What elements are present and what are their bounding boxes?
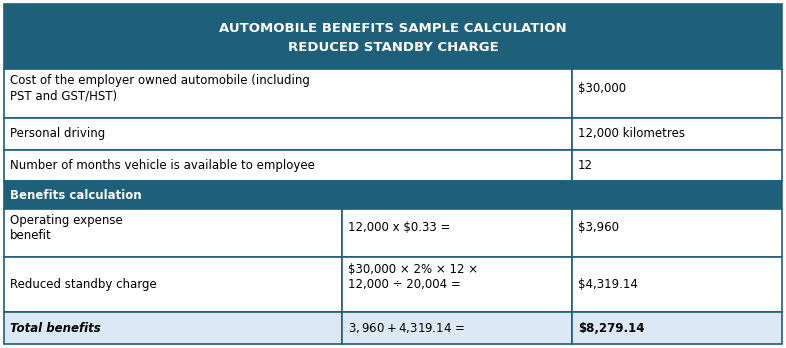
Text: Cost of the employer owned automobile (including
PST and GST/HST): Cost of the employer owned automobile (i… [10,74,310,102]
Bar [343,209,572,258]
Text: Personal driving: Personal driving [10,127,105,140]
Bar [4,150,572,181]
Bar [4,4,782,70]
Text: REDUCED STANDBY CHARGE: REDUCED STANDBY CHARGE [288,41,498,54]
Bar [572,312,782,344]
Text: $3,960: $3,960 [578,221,619,234]
Text: $8,279.14: $8,279.14 [578,322,645,335]
Text: Reduced standby charge: Reduced standby charge [10,278,156,291]
Bar [4,209,343,258]
Bar [572,209,782,258]
Text: Operating expense
benefit: Operating expense benefit [10,214,123,242]
Text: Total benefits: Total benefits [10,322,101,335]
Text: $3,960 + $4,319.14 =: $3,960 + $4,319.14 = [348,321,465,335]
Bar [343,258,572,312]
Bar [4,70,572,118]
Bar [572,70,782,118]
Text: 12: 12 [578,159,593,172]
Text: AUTOMOBILE BENEFITS SAMPLE CALCULATION: AUTOMOBILE BENEFITS SAMPLE CALCULATION [219,22,567,35]
Bar [4,181,782,209]
Text: 12,000 kilometres: 12,000 kilometres [578,127,685,140]
Bar [572,118,782,150]
Text: 12,000 x $0.33 =: 12,000 x $0.33 = [348,221,451,234]
Bar [572,150,782,181]
Text: $30,000 × 2% × 12 ×
12,000 ÷ 20,004 =: $30,000 × 2% × 12 × 12,000 ÷ 20,004 = [348,263,479,291]
Bar [4,118,572,150]
Text: Number of months vehicle is available to employee: Number of months vehicle is available to… [10,159,315,172]
Text: $30,000: $30,000 [578,82,626,95]
Bar [572,258,782,312]
Bar [4,312,343,344]
Text: Benefits calculation: Benefits calculation [10,189,141,201]
Bar [4,258,343,312]
Bar [343,312,572,344]
Text: $4,319.14: $4,319.14 [578,278,637,291]
